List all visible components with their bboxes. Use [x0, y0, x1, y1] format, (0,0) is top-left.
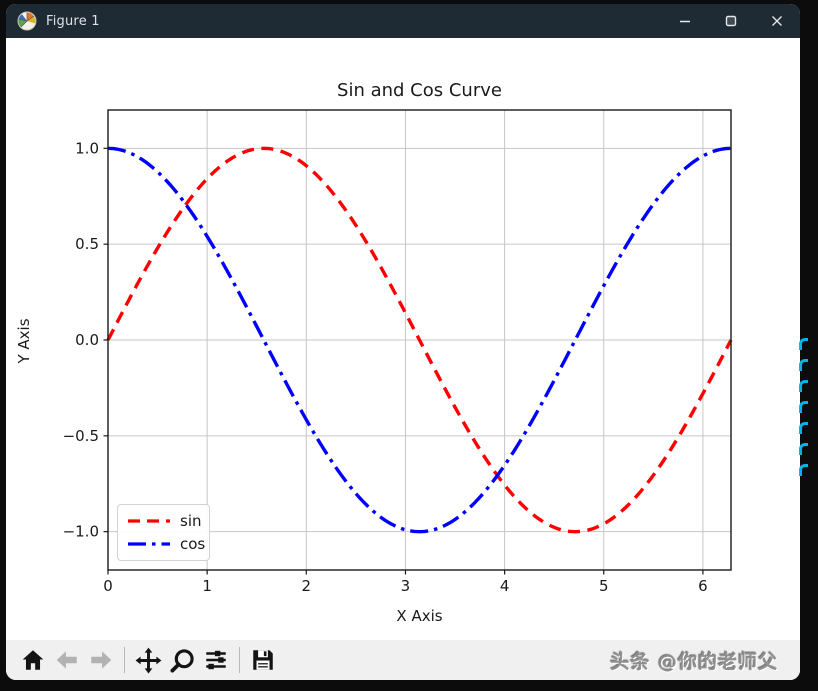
watermark-text: 头条 @你的老师父 — [610, 650, 778, 673]
x-axis-label: X Axis — [396, 607, 443, 625]
legend: sin cos — [117, 504, 210, 561]
forward-arrow-icon — [91, 651, 112, 669]
legend-item-cos: cos — [127, 535, 205, 553]
y-axis-label: Y Axis — [15, 318, 33, 364]
minimize-button[interactable] — [662, 4, 708, 38]
y-tick-label: 0.0 — [75, 331, 99, 349]
clipped-text-sliver — [799, 443, 808, 455]
chart-title: Sin and Cos Curve — [337, 80, 502, 101]
maximize-button[interactable] — [708, 4, 754, 38]
home-button[interactable] — [16, 644, 50, 676]
clipped-text-sliver — [799, 359, 808, 371]
pan-button[interactable] — [131, 644, 165, 676]
toolbar-separator — [239, 647, 240, 673]
clipped-text-sliver — [799, 464, 808, 476]
close-button[interactable] — [754, 4, 800, 38]
x-tick-label: 1 — [202, 577, 212, 595]
x-tick-label: 0 — [103, 577, 113, 595]
home-icon — [22, 650, 44, 670]
clipped-text-sliver — [799, 380, 808, 392]
x-tick-label: 4 — [500, 577, 510, 595]
plot-area[interactable]: 0 1 2 3 4 5 6 1.0 0.5 0.0 −0.5 −1.0 — [6, 38, 800, 640]
configure-subplots-button[interactable] — [199, 644, 233, 676]
matplotlib-logo-icon — [17, 11, 37, 31]
window-title: Figure 1 — [46, 13, 100, 29]
y-tick-label: −0.5 — [63, 427, 99, 445]
clipped-text-sliver — [799, 401, 808, 413]
cos-line-sample-icon — [128, 542, 170, 546]
titlebar[interactable]: Figure 1 — [6, 4, 800, 38]
back-arrow-icon — [56, 651, 77, 669]
x-tick-label: 2 — [302, 577, 312, 595]
x-tick-label: 3 — [401, 577, 411, 595]
cos-curve — [107, 146, 732, 534]
pan-icon — [135, 647, 161, 673]
figure-canvas[interactable]: Sin and Cos Curve 0 1 2 3 4 5 6 1.0 0.5 0.0 −0.5 −1… — [6, 38, 800, 640]
clipped-edge-text — [799, 338, 808, 488]
zoom-magnifier-icon — [169, 648, 194, 673]
save-floppy-icon — [253, 650, 273, 670]
sin-line-sample-icon — [128, 519, 170, 523]
minimize-icon — [680, 20, 690, 23]
toolbar-separator — [124, 647, 125, 673]
sliders-icon — [206, 650, 226, 670]
save-button[interactable] — [246, 644, 280, 676]
sin-curve — [106, 146, 733, 534]
legend-label-sin: sin — [180, 512, 202, 530]
legend-item-sin: sin — [127, 512, 202, 530]
y-tick-label: −1.0 — [63, 523, 99, 541]
close-icon — [772, 16, 782, 26]
figure-window: Figure 1 Sin and Cos Curve — [6, 4, 800, 680]
legend-label-cos: cos — [180, 535, 206, 553]
back-button[interactable] — [50, 644, 84, 676]
forward-button[interactable] — [84, 644, 118, 676]
x-tick-label: 5 — [599, 577, 609, 595]
y-tick-label: 1.0 — [75, 139, 99, 157]
y-tick-label: 0.5 — [75, 235, 99, 253]
clipped-text-sliver — [799, 338, 808, 350]
clipped-text-sliver — [799, 422, 808, 434]
x-tick-label: 6 — [698, 577, 708, 595]
zoom-button[interactable] — [165, 644, 199, 676]
maximize-icon — [725, 15, 737, 27]
navigation-toolbar: 头条 @你的老师父 — [6, 640, 800, 680]
